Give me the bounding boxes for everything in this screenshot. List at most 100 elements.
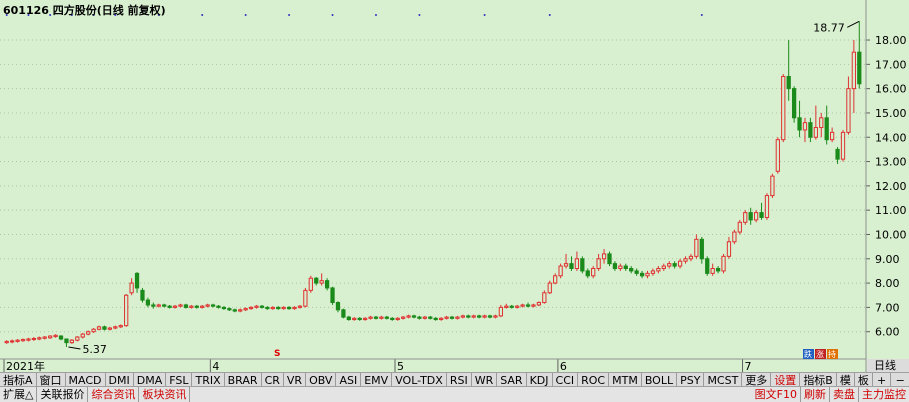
candle[interactable] [37,336,42,341]
tab-sell[interactable]: 卖盘 [830,387,859,402]
candle[interactable] [58,335,64,341]
candle[interactable] [390,317,395,321]
candle[interactable] [183,303,189,309]
candle[interactable] [612,261,618,271]
candle[interactable] [352,317,357,321]
candle[interactable] [167,304,172,309]
candle[interactable] [232,308,237,313]
candle[interactable] [487,314,493,319]
candle[interactable] [259,304,265,309]
candle[interactable] [124,294,129,327]
candle[interactable] [189,304,194,309]
candle[interactable] [688,253,694,262]
zoom-in-button[interactable]: + [873,373,892,389]
candle[interactable] [732,229,737,245]
toolbar-item-dma[interactable]: DMA [134,373,167,389]
candle[interactable] [857,21,862,89]
candle[interactable] [210,303,216,308]
candle[interactable] [172,304,178,309]
tab-related-quotes[interactable]: 关联报价 [37,387,89,402]
candle[interactable] [373,315,379,320]
candle[interactable] [797,100,802,138]
candle[interactable] [759,202,764,220]
candle[interactable] [129,278,134,296]
candle[interactable] [439,317,444,321]
candle[interactable] [379,315,384,320]
candle[interactable] [428,315,433,320]
candle[interactable] [324,278,330,291]
candle[interactable] [509,304,514,309]
candle[interactable] [710,263,715,276]
candle[interactable] [140,287,145,303]
candle[interactable] [840,129,846,162]
candle[interactable] [444,315,449,320]
candle[interactable] [80,332,85,339]
candle[interactable] [248,306,254,310]
candle[interactable] [205,303,210,308]
candle[interactable] [808,117,813,143]
candle[interactable] [607,251,612,267]
candle[interactable] [639,270,645,279]
candle[interactable] [683,256,688,264]
candle[interactable] [737,219,742,235]
candle[interactable] [764,193,770,220]
candle[interactable] [455,315,460,320]
candle[interactable] [31,337,36,341]
candle[interactable] [411,314,417,319]
candle[interactable] [156,303,161,308]
corner-badges[interactable]: 跌 涨 持 [803,349,838,359]
candle[interactable] [460,314,465,319]
candle[interactable] [335,301,341,313]
toolbar-item-cr[interactable]: CR [262,373,284,389]
candle[interactable] [286,306,292,310]
candle[interactable] [406,314,411,319]
candle[interactable] [15,338,20,343]
candle[interactable] [726,236,732,259]
candle[interactable] [86,330,91,336]
toolbar-item-mcst[interactable]: MCST [704,373,743,389]
candle[interactable] [162,303,167,308]
toolbar-item-vol-tdx[interactable]: VOL-TDX [392,373,447,389]
candle[interactable] [835,146,840,164]
toolbar-item-obv[interactable]: OBV [306,373,337,389]
candle[interactable] [4,340,9,344]
candle[interactable] [346,315,351,321]
candle[interactable] [596,253,601,271]
toolbar-item-psy[interactable]: PSY [677,373,705,389]
candle[interactable] [238,308,243,313]
badge-hold[interactable] [827,349,838,359]
toolbar-item-template[interactable]: 模 [837,373,855,389]
candle[interactable] [781,74,786,143]
toolbar-item-mtm[interactable]: MTM [609,373,642,389]
candle[interactable] [401,315,406,320]
candle[interactable] [601,249,607,264]
candle[interactable] [482,314,487,319]
candle[interactable] [53,334,58,338]
candle[interactable] [384,315,389,320]
candle[interactable] [753,210,759,223]
candle[interactable] [748,207,753,225]
tab-general-news[interactable]: 综合资讯 [88,387,140,402]
candle[interactable] [200,304,205,309]
candle[interactable] [107,326,113,331]
candle[interactable] [276,306,281,310]
candle[interactable] [433,317,438,321]
candle[interactable] [10,339,15,344]
tab-refresh[interactable]: 刷新 [801,387,830,402]
candle[interactable] [851,40,856,113]
candle[interactable] [69,338,75,344]
candle[interactable] [591,266,596,279]
candle[interactable] [134,272,140,293]
toolbar-item-rsi[interactable]: RSI [447,373,472,389]
candle[interactable] [281,306,286,310]
candle[interactable] [525,302,531,308]
candle[interactable] [422,315,427,320]
candle[interactable] [563,253,569,269]
toolbar-item-emv[interactable]: EMV [361,373,393,389]
candle[interactable] [618,263,623,271]
candle[interactable] [547,280,552,295]
toolbar-item-macd[interactable]: MACD [66,373,106,389]
candle[interactable] [672,261,677,269]
candle[interactable] [715,266,721,274]
candle[interactable] [477,314,482,319]
